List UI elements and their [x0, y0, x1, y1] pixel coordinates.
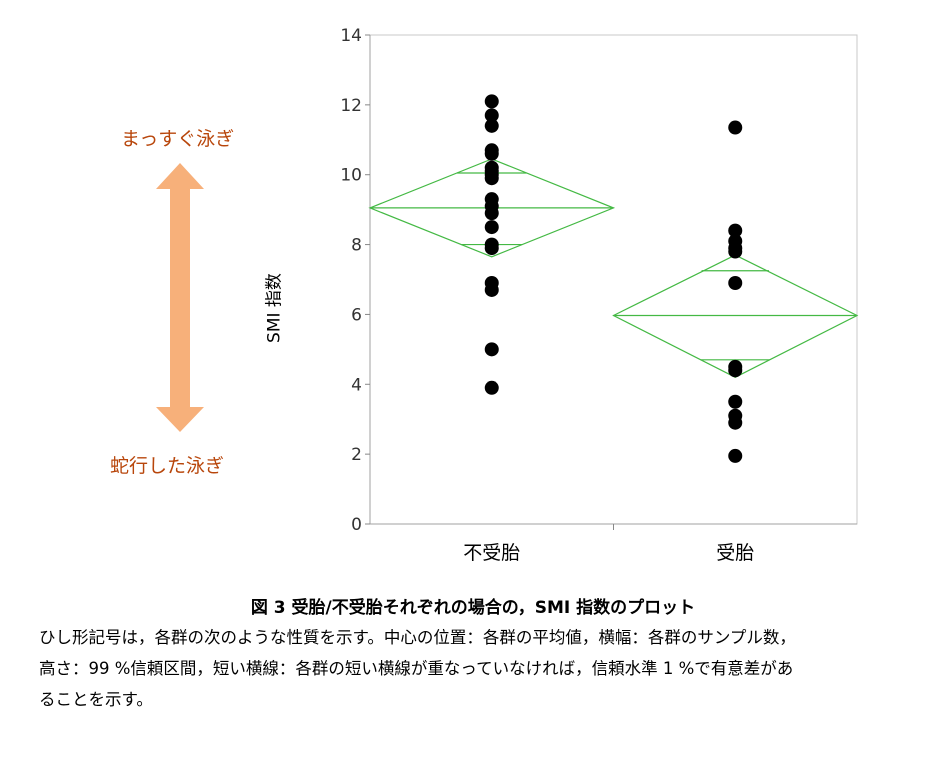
- chart: 0 2 4 6 8 10 12 14 不受胎 受胎: [340, 26, 859, 564]
- y-tick-label: 4: [351, 375, 362, 395]
- data-point: [484, 94, 499, 109]
- data-point: [728, 448, 743, 463]
- meandering-swim-label: 蛇行した泳ぎ: [110, 455, 225, 477]
- data-point: [484, 146, 499, 161]
- data-point: [728, 223, 743, 238]
- y-tick-label: 0: [351, 515, 362, 535]
- data-point: [484, 118, 499, 133]
- data-point: [484, 241, 499, 256]
- data-point: [728, 275, 743, 290]
- y-tick-label: 2: [351, 445, 362, 465]
- means-diamond: [612, 254, 859, 378]
- y-tick-label: 14: [340, 26, 362, 46]
- means-diamonds: [368, 158, 859, 378]
- data-point: [484, 220, 499, 235]
- data-point: [484, 108, 499, 123]
- data-point: [728, 415, 743, 430]
- data-point: [728, 120, 743, 135]
- y-tick-label: 6: [351, 305, 362, 325]
- x-tick-label: 不受胎: [463, 542, 520, 564]
- x-tick-label: 受胎: [716, 542, 754, 564]
- data-point: [484, 380, 499, 395]
- y-tick-label: 8: [351, 236, 362, 256]
- caption-line: ることを示す。: [39, 690, 153, 709]
- data-point: [484, 282, 499, 297]
- y-tick-label: 12: [340, 96, 362, 116]
- figure-caption-title: 図 3 受胎/不受胎それぞれの場合の，SMI 指数のプロット: [250, 598, 696, 618]
- data-point: [484, 171, 499, 186]
- y-axis: 0 2 4 6 8 10 12 14: [340, 26, 370, 535]
- y-tick-label: 10: [340, 166, 362, 186]
- data-point: [484, 206, 499, 221]
- caption-line: ひし形記号は，各群の次のような性質を示す。中心の位置：各群の平均値，横幅：各群の…: [39, 628, 796, 647]
- double-arrow-icon: [156, 163, 204, 432]
- figure-caption-body: ひし形記号は，各群の次のような性質を示す。中心の位置：各群の平均値，横幅：各群の…: [39, 622, 929, 715]
- data-point: [728, 394, 743, 409]
- data-point: [728, 363, 743, 378]
- caption-line: 高さ：99 %信頼区間，短い横線：各群の短い横線が重なっていなければ，信頼水準 …: [39, 659, 794, 678]
- y-axis-label: SMI 指数: [264, 273, 285, 343]
- data-point: [728, 244, 743, 259]
- data-points: [484, 94, 743, 463]
- x-axis: 不受胎 受胎: [463, 524, 754, 564]
- straight-swim-label: まっすぐ泳ぎ: [121, 128, 235, 150]
- data-point: [484, 342, 499, 357]
